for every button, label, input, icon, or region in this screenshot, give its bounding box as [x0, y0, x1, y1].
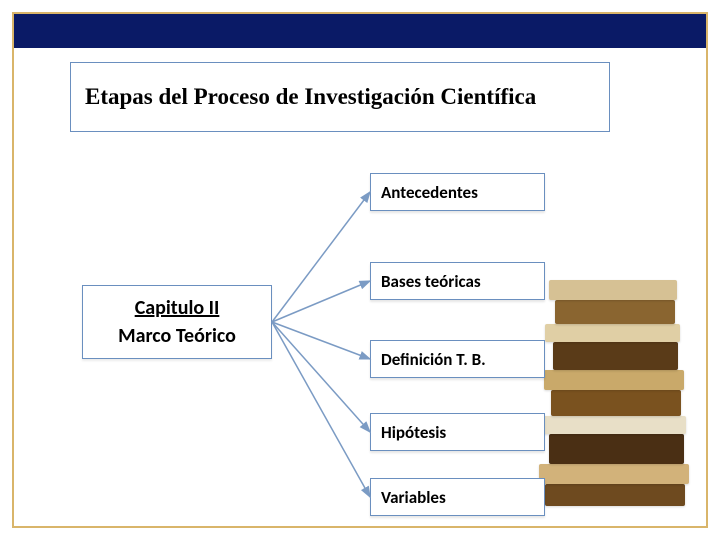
target-box-4: Variables: [370, 478, 545, 516]
title-box: Etapas del Proceso de Investigación Cien…: [70, 62, 610, 132]
books-illustration: [539, 246, 694, 506]
target-label: Variables: [381, 487, 446, 508]
source-line2: Marco Teórico: [118, 324, 236, 348]
target-label: Bases teóricas: [381, 271, 481, 292]
book: [544, 370, 684, 390]
target-label: Antecedentes: [381, 182, 478, 203]
book: [541, 416, 686, 434]
target-box-0: Antecedentes: [370, 173, 545, 211]
book: [545, 324, 680, 342]
target-box-1: Bases teóricas: [370, 262, 545, 300]
target-box-2: Definición T. B.: [370, 340, 545, 378]
book: [555, 300, 675, 324]
target-label: Definición T. B.: [381, 349, 486, 370]
title-text: Etapas del Proceso de Investigación Cien…: [85, 84, 536, 110]
top-strip: [14, 14, 706, 48]
book: [549, 280, 677, 300]
book: [551, 390, 681, 416]
source-line1: Capitulo II: [135, 296, 220, 320]
book: [545, 484, 685, 506]
book: [549, 434, 684, 464]
book: [553, 342, 678, 370]
target-box-3: Hipótesis: [370, 413, 545, 451]
source-box: Capitulo II Marco Teórico: [82, 285, 272, 359]
book: [539, 464, 689, 484]
target-label: Hipótesis: [381, 422, 446, 443]
